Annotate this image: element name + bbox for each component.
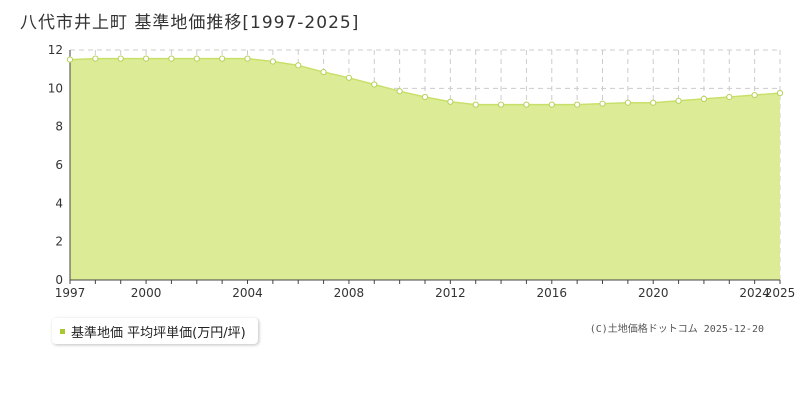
data-point (66, 56, 74, 63)
data-point (523, 101, 530, 108)
data-point (421, 93, 429, 101)
data-point (447, 98, 454, 105)
page-title: 八代市井上町 基準地価推移[1997-2025] (20, 13, 360, 33)
legend-label: 基準地価 平均坪単価(万円/坪) (71, 325, 246, 341)
data-point (751, 91, 758, 99)
data-point (117, 55, 124, 62)
series-markers (66, 55, 784, 108)
data-point (168, 55, 175, 62)
y-tick-label: 4 (55, 196, 63, 210)
x-tick-label: 1997 (55, 286, 86, 300)
data-point (92, 55, 99, 62)
data-point (497, 101, 505, 108)
data-point (345, 74, 353, 81)
legend-swatch-icon (60, 328, 65, 334)
data-point (650, 99, 657, 106)
data-point (624, 99, 631, 106)
data-point (219, 55, 226, 62)
y-tick-label: 8 (55, 120, 63, 134)
data-point (371, 81, 378, 88)
y-tick-label: 12 (48, 43, 63, 57)
axes (69, 50, 781, 284)
x-tick-label: 2000 (131, 286, 162, 300)
x-tick-label: 2020 (638, 286, 669, 300)
series-area (70, 58, 780, 280)
copyright-credit: (C)土地価格ドットコム 2025-12-20 (589, 324, 764, 335)
data-point (396, 88, 403, 95)
data-point (142, 55, 150, 62)
series-area-layer (69, 57, 781, 280)
y-tick-label: 0 (55, 273, 63, 287)
x-tick-label: 2012 (435, 286, 466, 300)
tick-labels: 0 2 4 6 8 10 12 1997 2000 2004 2008 2012 2016 2020 202… (48, 43, 796, 300)
x-tick-label: 2008 (334, 286, 365, 300)
data-point (320, 68, 327, 76)
x-tick-label: 2025 (765, 286, 796, 300)
data-point (599, 100, 606, 107)
data-point (472, 101, 479, 108)
x-tick-label: 2016 (537, 286, 568, 300)
data-point (726, 93, 733, 101)
data-point (295, 62, 302, 69)
data-point (244, 55, 251, 62)
data-point (548, 101, 555, 108)
chart-legend: 基準地価 平均坪単価(万円/坪) (52, 318, 258, 344)
data-point (574, 101, 581, 108)
data-point (700, 95, 708, 102)
data-point (269, 58, 276, 65)
y-tick-label: 6 (55, 158, 63, 172)
data-point (675, 97, 682, 104)
x-tick-label: 2004 (232, 286, 263, 300)
x-tick-label: 2024 (739, 286, 770, 300)
data-point (193, 55, 200, 62)
y-tick-label: 2 (55, 235, 63, 249)
data-point (776, 90, 784, 97)
y-tick-label: 10 (48, 81, 63, 95)
